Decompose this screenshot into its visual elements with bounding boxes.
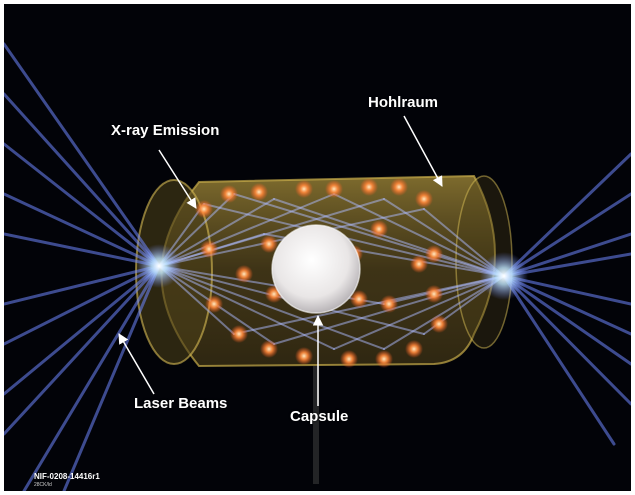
laser-beam: [158, 193, 335, 267]
xray-hot-spot: [235, 265, 253, 283]
xray-hot-spot: [405, 340, 423, 358]
xray-hot-spot: [250, 183, 268, 201]
laser-beam: [158, 265, 385, 350]
xray-emission-arrow: [158, 149, 197, 209]
hohlraum-arrow: [403, 115, 443, 187]
xray-hot-spot: [380, 295, 398, 313]
xray-hot-spot: [205, 295, 223, 313]
laser-beams-arrow: [118, 333, 155, 395]
xray-hot-spot: [220, 185, 238, 203]
laser-beam: [4, 42, 161, 268]
laser-beams-label: Laser Beams: [134, 395, 228, 412]
xray-hot-spot: [415, 190, 433, 208]
xray-hot-spot: [375, 350, 393, 368]
laser-beam: [502, 274, 631, 406]
xray-hot-spot: [260, 235, 278, 253]
xray-hot-spot: [410, 255, 428, 273]
xray-hot-spot: [360, 178, 378, 196]
capsule-label: Capsule: [290, 408, 349, 425]
xray-emission-label: X-ray Emission: [111, 122, 220, 139]
xray-hot-spot: [260, 340, 278, 358]
figure-sub-caption: 28CK/ld: [34, 482, 52, 488]
left-laser-entrance-focus: [137, 244, 181, 288]
hohlraum-illustration: [4, 42, 631, 491]
right-laser-entrance-focus: [480, 252, 528, 300]
xray-hot-spot: [425, 285, 443, 303]
xray-hot-spot: [430, 315, 448, 333]
xray-hot-spot: [295, 347, 313, 365]
xray-hot-spot: [370, 220, 388, 238]
laser-beam: [4, 142, 161, 268]
xray-hot-spot: [340, 350, 358, 368]
figure-id-caption: NIF-0208-14416r1: [34, 472, 100, 481]
laser-beam: [22, 264, 161, 491]
laser-beam: [4, 264, 161, 436]
capsule: [271, 224, 361, 314]
xray-hot-spot: [195, 200, 213, 218]
laser-beam: [4, 264, 161, 396]
laser-beam: [333, 193, 505, 277]
xray-hot-spot: [230, 325, 248, 343]
laser-beam: [502, 152, 631, 278]
xray-hot-spot: [295, 180, 313, 198]
diagram-frame: X-ray Emission Hohlraum Laser Beams Caps…: [4, 4, 631, 491]
laser-beam: [333, 275, 505, 350]
laser-beam: [502, 274, 631, 366]
laser-beam: [4, 264, 161, 346]
hohlraum-label: Hohlraum: [368, 94, 439, 111]
laser-beam: [4, 92, 161, 268]
xray-hot-spot: [425, 245, 443, 263]
laser-beam: [273, 198, 505, 277]
laser-beam: [4, 264, 161, 306]
xray-hot-spot: [325, 180, 343, 198]
laser-beam: [4, 232, 161, 268]
xray-hot-spot: [200, 240, 218, 258]
xray-hot-spot: [350, 290, 368, 308]
laser-beam: [158, 265, 335, 350]
laser-beam: [502, 274, 616, 446]
xray-emission-spots: [195, 178, 448, 368]
laser-beam: [158, 198, 275, 267]
laser-beam: [233, 193, 505, 277]
laser-beam: [62, 264, 161, 491]
laser-beam: [4, 192, 161, 268]
laser-beam: [203, 203, 505, 277]
laser-beam: [502, 192, 631, 278]
xray-hot-spot: [390, 178, 408, 196]
